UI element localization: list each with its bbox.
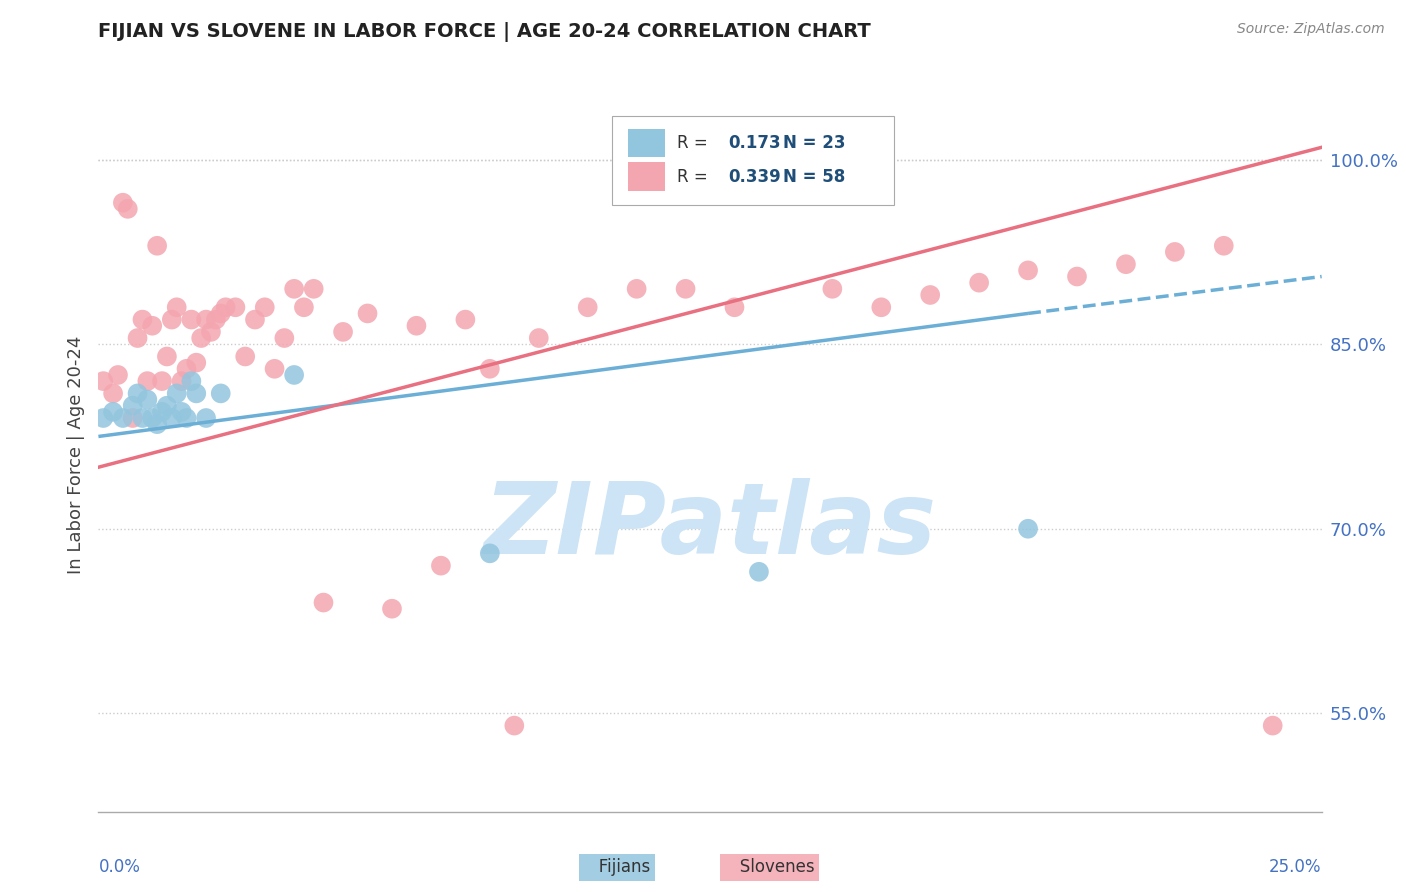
Point <box>1017 522 1039 536</box>
Point <box>136 392 159 407</box>
Point <box>141 318 163 333</box>
FancyBboxPatch shape <box>628 162 665 191</box>
Point <box>920 288 942 302</box>
Point <box>243 312 266 326</box>
Point <box>117 202 139 216</box>
Point <box>312 596 335 610</box>
Text: Source: ZipAtlas.com: Source: ZipAtlas.com <box>1237 22 1385 37</box>
Text: N = 23: N = 23 <box>783 134 846 152</box>
Text: ZIPatlas: ZIPatlas <box>484 478 936 574</box>
Point <box>121 399 143 413</box>
Point <box>160 312 183 326</box>
Point <box>127 386 149 401</box>
Point <box>195 312 218 326</box>
Point <box>224 300 246 314</box>
Point <box>131 411 153 425</box>
Point <box>170 374 193 388</box>
Point <box>200 325 222 339</box>
Point <box>121 411 143 425</box>
Text: Fijians: Fijians <box>583 858 651 876</box>
Point <box>1261 718 1284 732</box>
Point <box>478 361 501 376</box>
Point <box>107 368 129 382</box>
Point <box>146 239 169 253</box>
Point <box>170 405 193 419</box>
Point <box>166 386 188 401</box>
Point <box>292 300 315 314</box>
Text: 0.0%: 0.0% <box>98 858 141 876</box>
Point <box>156 350 179 364</box>
Point <box>233 350 256 364</box>
Point <box>127 331 149 345</box>
Point <box>101 386 124 401</box>
Point <box>180 312 202 326</box>
Point <box>454 312 477 326</box>
Point <box>273 331 295 345</box>
Point <box>626 282 648 296</box>
Text: 0.173: 0.173 <box>728 134 780 152</box>
Point <box>576 300 599 314</box>
Point <box>111 411 134 425</box>
Point <box>1212 239 1234 253</box>
Point <box>180 374 202 388</box>
Text: 0.339: 0.339 <box>728 168 782 186</box>
Point <box>503 718 526 732</box>
Point <box>967 276 990 290</box>
Point <box>1066 269 1088 284</box>
Point <box>214 300 236 314</box>
Text: FIJIAN VS SLOVENE IN LABOR FORCE | AGE 20-24 CORRELATION CHART: FIJIAN VS SLOVENE IN LABOR FORCE | AGE 2… <box>98 22 872 42</box>
Point <box>405 318 427 333</box>
Point <box>430 558 453 573</box>
Point <box>332 325 354 339</box>
Text: N = 58: N = 58 <box>783 168 845 186</box>
Point <box>195 411 218 425</box>
Point <box>150 405 173 419</box>
Point <box>1115 257 1137 271</box>
Point <box>356 306 378 320</box>
Point <box>478 546 501 560</box>
Point <box>283 282 305 296</box>
Point <box>283 368 305 382</box>
Point <box>141 411 163 425</box>
Point <box>675 282 697 296</box>
Point <box>91 411 114 425</box>
Text: Slovenes: Slovenes <box>724 858 814 876</box>
Point <box>101 405 124 419</box>
Point <box>209 306 232 320</box>
Point <box>723 300 745 314</box>
Point <box>176 411 198 425</box>
Point <box>150 374 173 388</box>
Point <box>1164 244 1187 259</box>
Point <box>527 331 550 345</box>
Point <box>209 386 232 401</box>
Point <box>381 601 404 615</box>
Text: R =: R = <box>678 168 713 186</box>
Point <box>205 312 228 326</box>
Point <box>186 386 208 401</box>
Text: 25.0%: 25.0% <box>1270 858 1322 876</box>
Point <box>263 361 285 376</box>
FancyBboxPatch shape <box>628 128 665 157</box>
Point <box>91 374 114 388</box>
Point <box>166 300 188 314</box>
Point <box>111 195 134 210</box>
Point <box>190 331 212 345</box>
Text: R =: R = <box>678 134 713 152</box>
Point <box>146 417 169 432</box>
Point <box>156 399 179 413</box>
Point <box>870 300 893 314</box>
Point <box>160 411 183 425</box>
Point <box>176 361 198 376</box>
Point <box>748 565 770 579</box>
Point <box>186 356 208 370</box>
Point <box>131 312 153 326</box>
Point <box>136 374 159 388</box>
Point <box>302 282 325 296</box>
Y-axis label: In Labor Force | Age 20-24: In Labor Force | Age 20-24 <box>66 335 84 574</box>
Point <box>1017 263 1039 277</box>
Point <box>253 300 276 314</box>
FancyBboxPatch shape <box>612 116 894 205</box>
Point <box>821 282 844 296</box>
